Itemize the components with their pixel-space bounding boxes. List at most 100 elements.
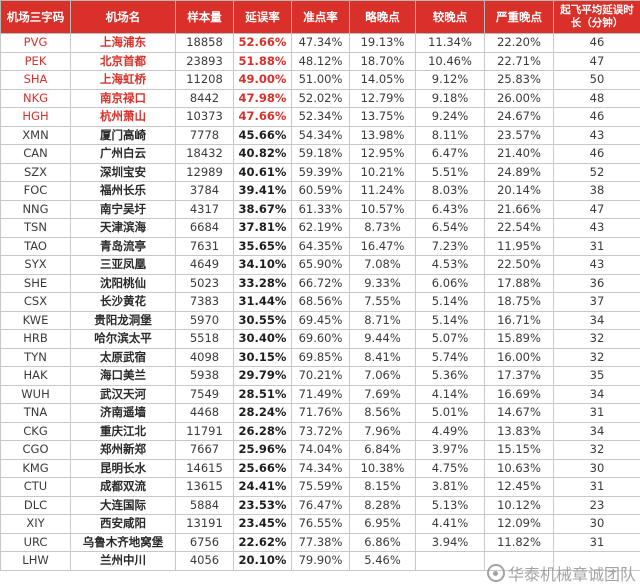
- cell-slightly-late: 9.33%: [349, 273, 416, 293]
- cell-delay-rate: 30.55%: [233, 310, 292, 330]
- cell-moderately-late: 6.54%: [415, 218, 485, 238]
- cell-slightly-late: 8.28%: [349, 495, 416, 515]
- table-row: NKG 南京禄口 8442 47.98% 52.02% 12.79% 9.18% 26.00%…: [0, 88, 640, 108]
- cell-moderately-late: 9.18%: [415, 88, 485, 108]
- cell-avg-delay-minutes: 30: [553, 458, 640, 478]
- cell-slightly-late: 14.05%: [349, 70, 416, 90]
- cell-severely-late: 13.83%: [484, 421, 554, 441]
- table-row: SHE 沈阳桃仙 5023 33.28% 66.72% 9.33% 6.06% 17.88% 3…: [0, 273, 640, 293]
- cell-severely-late: 22.50%: [484, 255, 554, 275]
- cell-severely-late: 24.67%: [484, 107, 554, 127]
- cell-slightly-late: 11.24%: [349, 181, 416, 201]
- cell-code: SHA: [0, 70, 71, 90]
- cell-avg-delay-minutes: 52: [553, 162, 640, 182]
- cell-avg-delay-minutes: 34: [553, 310, 640, 330]
- cell-slightly-late: 12.79%: [349, 88, 416, 108]
- table-row: CTU 成都双流 13615 24.41% 75.59% 8.15% 3.81% 12.45%…: [0, 477, 640, 497]
- cell-slightly-late: 12.95%: [349, 144, 416, 164]
- table-body: PVG 上海浦东 18858 52.66% 47.34% 19.13% 11.34% 22.2…: [0, 33, 640, 571]
- watermark: 华泰机械章诚团队: [486, 561, 636, 585]
- cell-airport-name: 大连国际: [70, 495, 176, 515]
- wechat-icon: [486, 564, 505, 582]
- cell-moderately-late: 6.47%: [415, 144, 485, 164]
- cell-delay-rate: 25.66%: [233, 458, 292, 478]
- cell-airport-name: 沈阳桃仙: [70, 273, 176, 293]
- table-row: DLC 大连国际 5884 23.53% 76.47% 8.28% 5.13% 10.12% 2…: [0, 495, 640, 515]
- cell-avg-delay-minutes: 31: [553, 532, 640, 552]
- cell-slightly-late: 7.69%: [349, 384, 416, 404]
- cell-avg-delay-minutes: 34: [553, 384, 640, 404]
- cell-avg-delay-minutes: 32: [553, 329, 640, 349]
- cell-delay-rate: 33.28%: [233, 273, 292, 293]
- cell-delay-rate: 28.24%: [233, 403, 292, 423]
- cell-on-time-rate: 69.45%: [291, 310, 350, 330]
- cell-moderately-late: 6.43%: [415, 199, 485, 219]
- cell-moderately-late: 5.13%: [415, 495, 485, 515]
- cell-code: LHW: [0, 551, 71, 571]
- cell-delay-rate: 40.61%: [233, 162, 292, 182]
- cell-severely-late: 16.69%: [484, 384, 554, 404]
- cell-severely-late: 17.88%: [484, 273, 554, 293]
- cell-sample-size: 4468: [175, 403, 234, 423]
- cell-avg-delay-minutes: 31: [553, 477, 640, 497]
- cell-slightly-late: 6.84%: [349, 440, 416, 460]
- cell-slightly-late: 10.57%: [349, 199, 416, 219]
- cell-avg-delay-minutes: 31: [553, 403, 640, 423]
- cell-on-time-rate: 74.04%: [291, 440, 350, 460]
- cell-moderately-late: 5.07%: [415, 329, 485, 349]
- cell-moderately-late: 3.97%: [415, 440, 485, 460]
- cell-avg-delay-minutes: 31: [553, 236, 640, 256]
- col-header-avg-delay-minutes: 起飞平均延误时长（分钟）: [553, 0, 640, 34]
- table-row: TSN 天津滨海 6684 37.81% 62.19% 8.73% 6.54% 22.54% 4…: [0, 218, 640, 238]
- col-header-on-time-rate: 准点率: [291, 0, 350, 34]
- cell-avg-delay-minutes: 37: [553, 292, 640, 312]
- cell-severely-late: 10.12%: [484, 495, 554, 515]
- cell-moderately-late: 4.41%: [415, 514, 485, 534]
- cell-moderately-late: 9.12%: [415, 70, 485, 90]
- cell-code: SYX: [0, 255, 71, 275]
- cell-on-time-rate: 68.56%: [291, 292, 350, 312]
- cell-on-time-rate: 76.47%: [291, 495, 350, 515]
- cell-sample-size: 12989: [175, 162, 234, 182]
- cell-on-time-rate: 60.59%: [291, 181, 350, 201]
- cell-code: NNG: [0, 199, 71, 219]
- col-header-slightly-late: 略晚点: [349, 0, 416, 34]
- cell-delay-rate: 20.10%: [233, 551, 292, 571]
- cell-on-time-rate: 76.55%: [291, 514, 350, 534]
- cell-sample-size: 11208: [175, 70, 234, 90]
- cell-delay-rate: 34.10%: [233, 255, 292, 275]
- table-row: URC 乌鲁木齐地窝堡 6756 22.62% 77.38% 6.86% 3.94% 11.8…: [0, 532, 640, 552]
- cell-code: CKG: [0, 421, 71, 441]
- cell-avg-delay-minutes: 35: [553, 366, 640, 386]
- cell-avg-delay-minutes: 46: [553, 33, 640, 53]
- cell-moderately-late: 9.24%: [415, 107, 485, 127]
- cell-slightly-late: 10.38%: [349, 458, 416, 478]
- cell-slightly-late: 8.56%: [349, 403, 416, 423]
- cell-severely-late: 17.37%: [484, 366, 554, 386]
- cell-slightly-late: 18.70%: [349, 51, 416, 71]
- cell-avg-delay-minutes: 32: [553, 347, 640, 367]
- cell-sample-size: 8442: [175, 88, 234, 108]
- table-row: LHW 兰州中川 4056 20.10% 79.90% 5.46%: [0, 551, 640, 571]
- cell-delay-rate: 31.44%: [233, 292, 292, 312]
- cell-code: CAN: [0, 144, 71, 164]
- cell-severely-late: 12.09%: [484, 514, 554, 534]
- cell-slightly-late: 6.95%: [349, 514, 416, 534]
- col-header-sample-size: 样本量: [175, 0, 234, 34]
- table-row: FOC 福州长乐 3784 39.41% 60.59% 11.24% 8.03% 20.14%…: [0, 181, 640, 201]
- cell-code: TYN: [0, 347, 71, 367]
- cell-sample-size: 5518: [175, 329, 234, 349]
- table-row: CAN 广州白云 18432 40.82% 59.18% 12.95% 6.47% 21.40…: [0, 144, 640, 164]
- cell-airport-name: 昆明长水: [70, 458, 176, 478]
- cell-delay-rate: 52.66%: [233, 33, 292, 53]
- cell-severely-late: 11.95%: [484, 236, 554, 256]
- cell-on-time-rate: 65.90%: [291, 255, 350, 275]
- table-row: XMN 厦门高崎 7778 45.66% 54.34% 13.98% 8.11% 23.57%…: [0, 125, 640, 145]
- cell-sample-size: 13191: [175, 514, 234, 534]
- cell-moderately-late: 4.14%: [415, 384, 485, 404]
- cell-delay-rate: 23.53%: [233, 495, 292, 515]
- cell-avg-delay-minutes: 23: [553, 495, 640, 515]
- cell-severely-late: 14.67%: [484, 403, 554, 423]
- cell-sample-size: 7383: [175, 292, 234, 312]
- table-row: HGH 杭州萧山 10373 47.66% 52.34% 13.75% 9.24% 24.67…: [0, 107, 640, 127]
